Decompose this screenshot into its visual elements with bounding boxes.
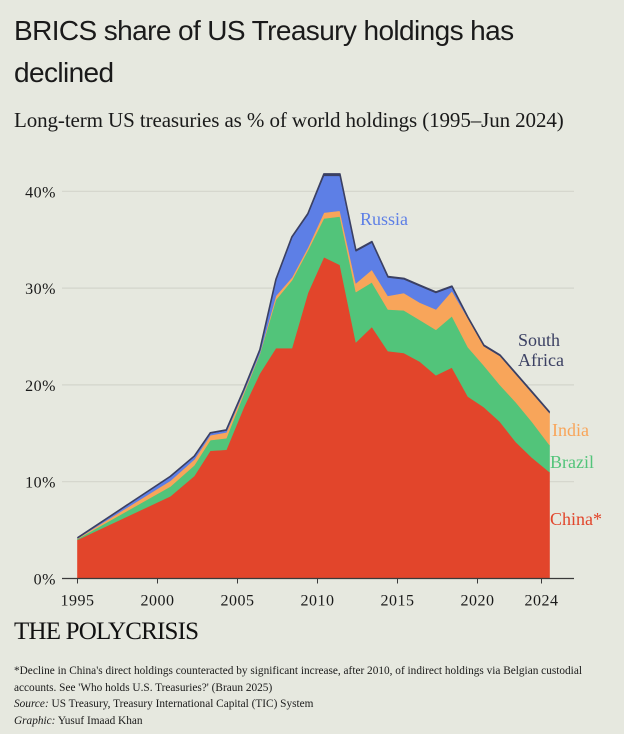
y-tick-label: 40% (25, 184, 56, 201)
graphic-line: Graphic: Yusuf Imaad Khan (14, 713, 614, 730)
chart-title: BRICS share of US Treasury holdings has … (14, 15, 514, 88)
x-tick-label: 2020 (461, 593, 495, 610)
chart-subtitle: Long-term US treasuries as % of world ho… (14, 108, 564, 132)
series-label-india: India (552, 420, 589, 440)
source-text: US Treasury, Treasury International Capi… (48, 698, 314, 710)
x-tick-label: 2015 (381, 593, 415, 610)
source-line: Source: US Treasury, Treasury Internatio… (14, 696, 614, 713)
series-label-south-africa: Africa (518, 350, 564, 370)
footnote-text: *Decline in China's direct holdings coun… (14, 665, 582, 694)
brand-logo: THE POLYCRISIS (14, 618, 199, 645)
series-label-china: China* (550, 509, 602, 529)
area-china (77, 256, 550, 579)
y-axis: 0% 10% 20% 30% 40% (25, 184, 56, 589)
series-label-south-africa: South (518, 330, 560, 350)
graphic-label: Graphic: (14, 714, 56, 727)
stacked-area-chart: 1995 2000 2005 2010 2015 2020 2024 0% 10% 20% 30%… (25, 173, 602, 610)
x-tick-label: 2010 (301, 593, 335, 610)
series-label-brazil: Brazil (550, 452, 594, 472)
source-label: Source: (14, 698, 49, 710)
y-tick-label: 30% (25, 281, 56, 298)
y-tick-label: 10% (25, 475, 56, 492)
x-tick-label: 2024 (525, 593, 559, 610)
graphic-text: Yusuf Imaad Khan (55, 714, 143, 727)
y-tick-label: 0% (34, 572, 56, 589)
x-axis: 1995 2000 2005 2010 2015 2020 2024 (61, 577, 574, 610)
series-label-russia: Russia (360, 209, 408, 229)
y-tick-label: 20% (25, 378, 56, 395)
south-africa-outline (77, 173, 551, 539)
x-tick-label: 2005 (221, 593, 255, 610)
x-tick-label: 2000 (141, 593, 175, 610)
area-layers (77, 173, 551, 579)
x-tick-label: 1995 (61, 593, 95, 610)
footnotes: *Decline in China's direct holdings coun… (14, 663, 614, 729)
